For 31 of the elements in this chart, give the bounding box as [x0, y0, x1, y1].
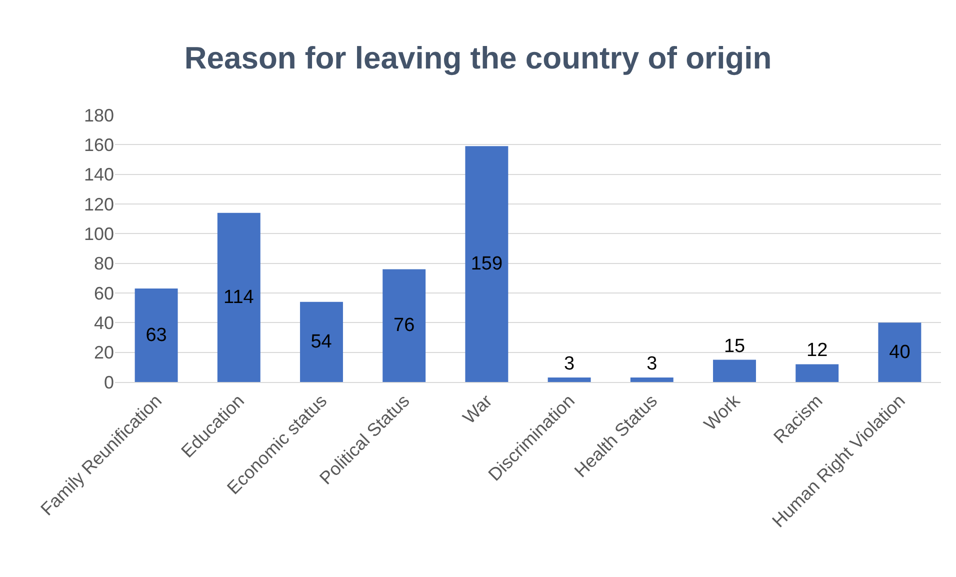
y-tick-label: 60 [94, 283, 114, 304]
bar [382, 269, 426, 382]
y-tick-label: 100 [84, 224, 114, 244]
chart-title: Reason for leaving the country of origin [184, 40, 772, 76]
y-tick-label: 40 [94, 312, 114, 333]
y-tick-label: 0 [104, 372, 114, 392]
y-tick-label: 180 [84, 105, 114, 126]
bar [878, 322, 922, 382]
data-label: 3 [646, 354, 658, 375]
y-tick-label: 140 [84, 164, 114, 185]
bar [465, 146, 508, 382]
data-label: 63 [146, 324, 167, 346]
bar [300, 302, 343, 382]
bar [217, 212, 260, 382]
y-tick-label: 80 [94, 254, 114, 274]
data-label: 15 [724, 336, 746, 357]
bar [713, 360, 756, 382]
data-label: 3 [564, 354, 575, 375]
bar [548, 378, 591, 382]
y-tick-label: 120 [84, 194, 114, 214]
bar [630, 378, 674, 382]
data-label: 114 [224, 286, 254, 308]
data-label: 159 [470, 254, 503, 275]
data-label: 12 [806, 340, 828, 362]
data-label: 54 [310, 331, 332, 352]
data-label: 40 [889, 342, 910, 363]
bar [134, 288, 178, 382]
bar [796, 364, 839, 382]
y-tick-label: 20 [94, 342, 114, 363]
data-label: 76 [394, 315, 415, 336]
y-tick-label: 160 [84, 134, 114, 155]
